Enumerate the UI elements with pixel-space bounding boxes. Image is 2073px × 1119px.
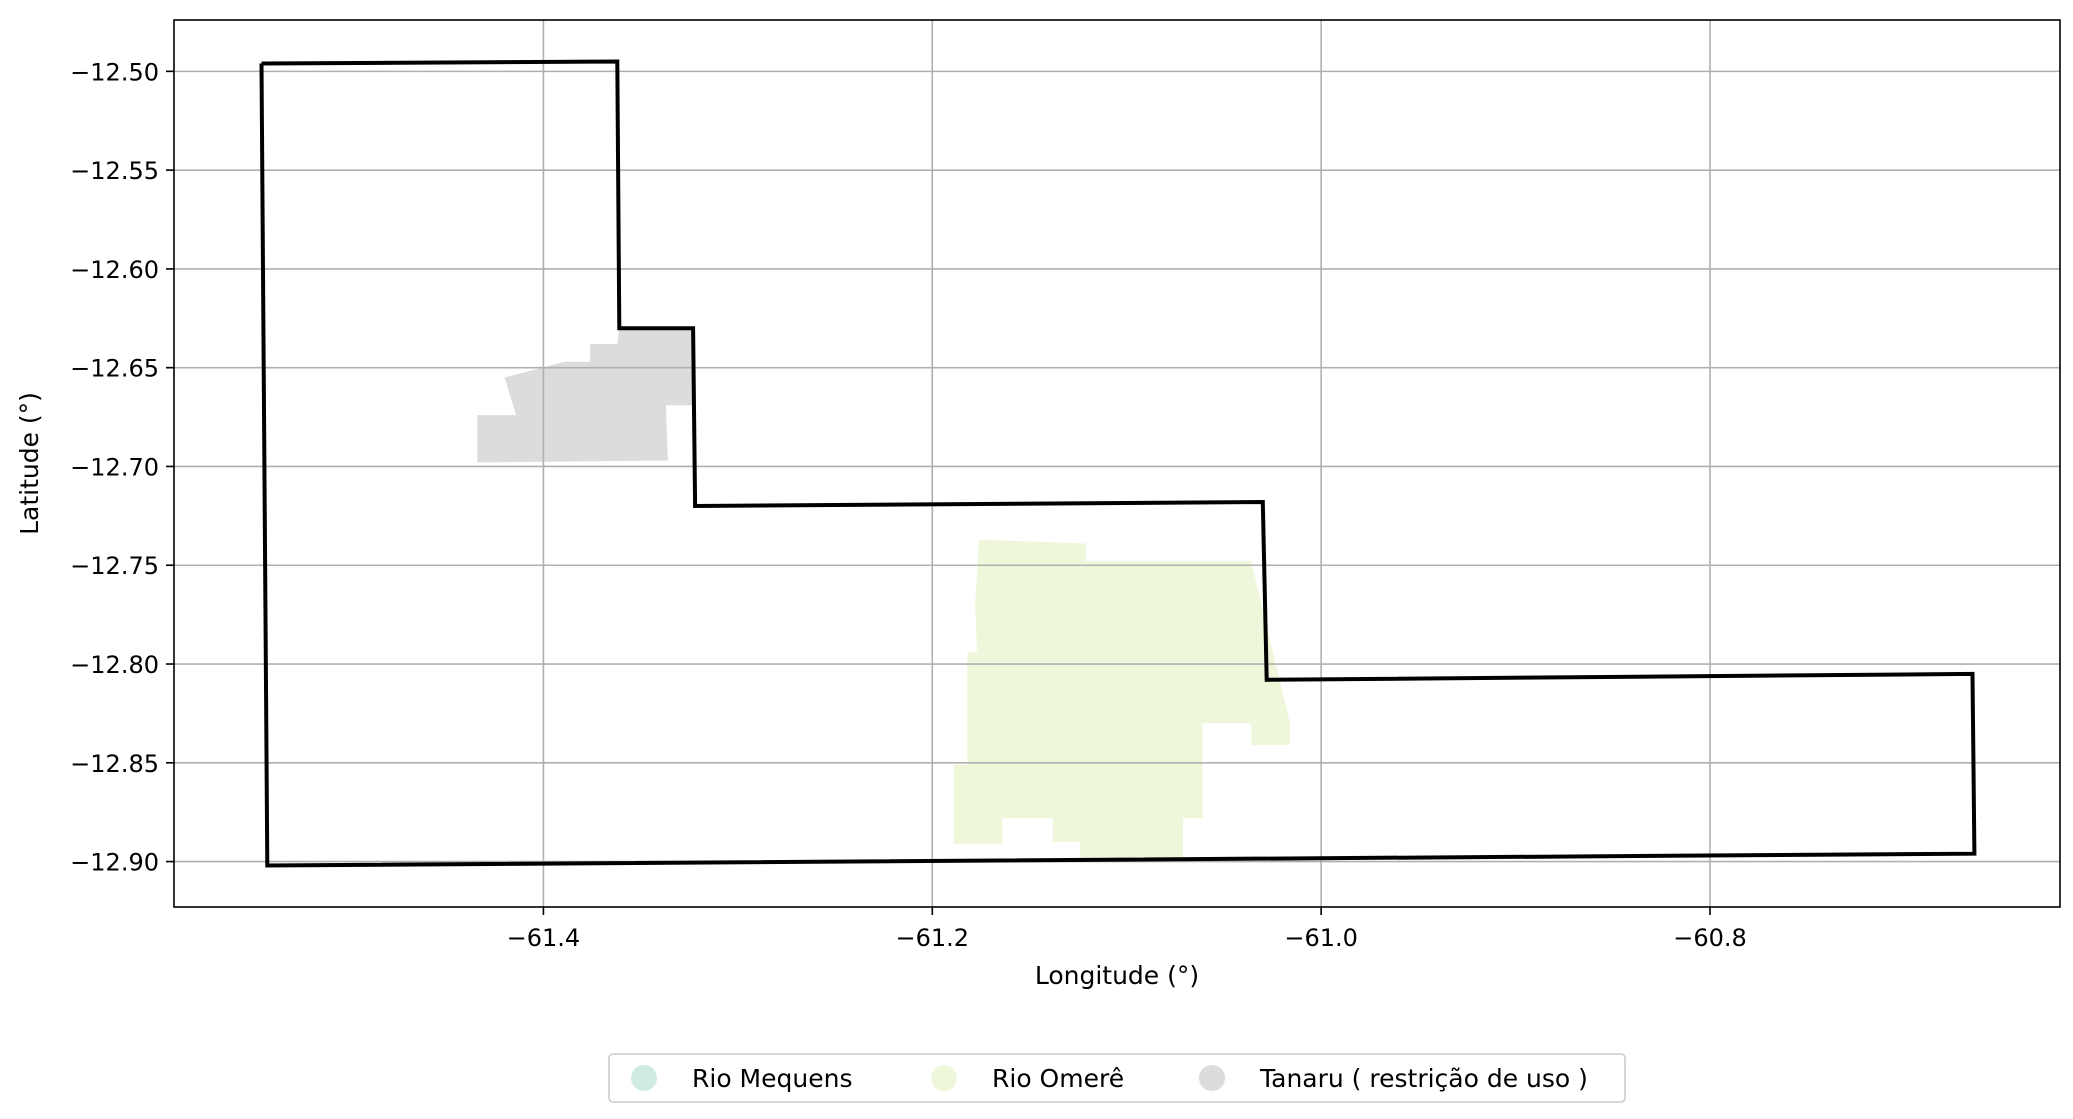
legend-label-rio-mequens: Rio Mequens <box>692 1064 852 1093</box>
x-tick-label: −61.2 <box>896 924 970 952</box>
y-tick-label: −12.85 <box>70 750 159 778</box>
legend-label-tanaru-restricao-de-uso: Tanaru ( restrição de uso ) <box>1259 1064 1588 1093</box>
x-axis-label: Longitude (°) <box>1035 961 1199 990</box>
y-tick-label: −12.65 <box>70 355 159 383</box>
x-tick-label: −60.8 <box>1673 924 1747 952</box>
y-axis-ticks: −12.50 −12.55 −12.60 −12.65 −12.70 −12.75 −12.… <box>70 58 174 876</box>
y-tick-label: −12.55 <box>70 157 159 185</box>
y-tick-label: −12.60 <box>70 256 159 284</box>
legend-marker-rio-omere <box>931 1065 957 1091</box>
y-tick-label: −12.80 <box>70 651 159 679</box>
y-tick-label: −12.90 <box>70 849 159 877</box>
x-tick-label: −61.4 <box>507 924 581 952</box>
legend: Rio Mequens Rio Omerê Tanaru ( restrição d… <box>609 1054 1625 1102</box>
x-tick-label: −61.0 <box>1284 924 1358 952</box>
legend-label-rio-omere: Rio Omerê <box>992 1064 1124 1093</box>
legend-marker-tanaru-restricao-de-uso <box>1199 1065 1225 1091</box>
legend-marker-rio-mequens <box>631 1065 657 1091</box>
y-tick-label: −12.70 <box>70 453 159 481</box>
y-tick-label: −12.50 <box>70 58 159 86</box>
y-tick-label: −12.75 <box>70 552 159 580</box>
y-axis-label: Latitude (°) <box>15 392 44 535</box>
